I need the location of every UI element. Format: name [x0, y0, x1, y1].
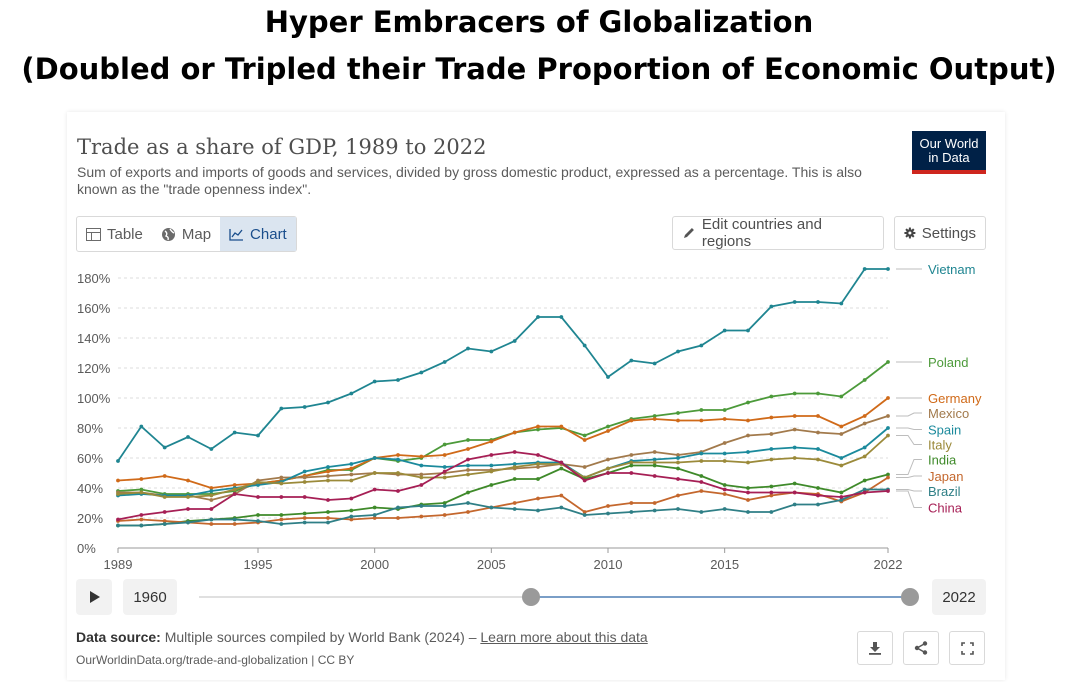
play-button[interactable]	[76, 579, 112, 615]
learn-more-link[interactable]: Learn more about this data	[480, 629, 648, 645]
tab-map-label: Map	[181, 225, 212, 243]
chart-subtitle: Sum of exports and imports of goods and …	[77, 164, 862, 197]
gear-icon	[904, 227, 916, 239]
share-button[interactable]	[903, 631, 939, 665]
owid-logo[interactable]: Our World in Data	[912, 131, 986, 174]
download-icon	[869, 642, 881, 655]
settings-button[interactable]: Settings	[894, 216, 986, 250]
timeline-end-year[interactable]: 2022	[932, 579, 986, 615]
tab-table[interactable]: Table	[77, 217, 152, 251]
tab-chart[interactable]: Chart	[220, 217, 296, 251]
timeline-end-handle[interactable]	[901, 588, 919, 606]
logo-line-2: in Data	[928, 150, 970, 165]
globe-icon	[161, 227, 175, 241]
tab-map[interactable]: Map	[152, 217, 220, 251]
headline-line-2: (Doubled or Tripled their Trade Proporti…	[21, 52, 1057, 86]
chart-title: Trade as a share of GDP, 1989 to 2022	[77, 135, 487, 159]
view-tabs: Table Map Chart	[76, 216, 297, 252]
fullscreen-button[interactable]	[949, 631, 985, 665]
play-icon	[89, 591, 100, 603]
pencil-icon	[683, 228, 694, 238]
headline-line-1: Hyper Embracers of Globalization	[264, 5, 814, 39]
timeline-start-year[interactable]: 1960	[123, 579, 177, 615]
table-icon	[86, 227, 101, 241]
data-source-label: Data source:	[76, 629, 161, 645]
data-source: Data source: Multiple sources compiled b…	[76, 629, 648, 645]
edit-countries-label: Edit countries and regions	[701, 216, 822, 250]
settings-label: Settings	[921, 224, 976, 242]
share-icon	[914, 641, 928, 655]
tab-table-label: Table	[107, 225, 143, 243]
tab-chart-label: Chart	[250, 225, 287, 243]
source-url: OurWorldinData.org/trade-and-globalizati…	[76, 653, 355, 667]
timeline-start-handle[interactable]	[522, 588, 540, 606]
line-chart-icon	[229, 228, 244, 241]
fullscreen-icon	[960, 641, 974, 655]
data-source-text: Multiple sources compiled by World Bank …	[164, 629, 477, 645]
timeline-selected-range[interactable]	[531, 596, 910, 598]
edit-countries-button[interactable]: Edit countries and regions	[672, 216, 884, 250]
logo-line-1: Our World	[919, 136, 979, 151]
download-button[interactable]	[857, 631, 893, 665]
